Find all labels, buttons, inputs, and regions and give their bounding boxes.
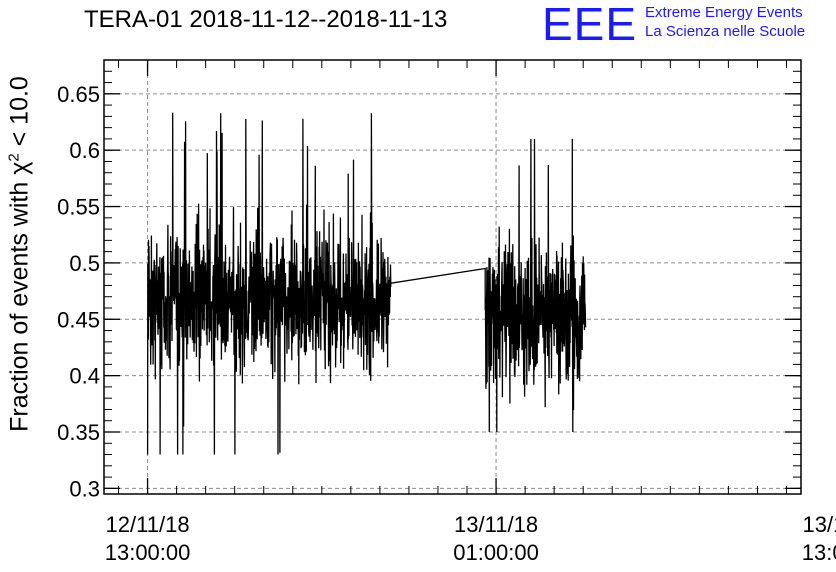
y-tick-label: 0.3 — [69, 476, 100, 501]
x-tick-label-date: 12/11/18 — [106, 512, 190, 537]
y-tick-label: 0.5 — [69, 251, 100, 276]
y-tick-label: 0.6 — [69, 138, 100, 163]
x-tick-label-time: 01:00:00 — [453, 540, 539, 565]
x-tick-label-time: 13:00:00 — [802, 540, 836, 565]
y-tick-label: 0.55 — [57, 195, 100, 220]
logo-line-2: La Scienza nelle Scuole — [645, 23, 806, 40]
eee-logo-text: Extreme Energy Events La Scienza nelle S… — [645, 3, 805, 41]
ticks-group — [104, 59, 801, 494]
x-tick-label-time: 13:00:00 — [105, 540, 191, 565]
eee-logo: EEE Extreme Energy Events La Scienza nel… — [542, 0, 805, 50]
plot-border — [103, 59, 802, 495]
y-tick-label: 0.4 — [69, 364, 100, 389]
y-tick-label: 0.45 — [57, 307, 100, 332]
plot-frame — [103, 59, 802, 495]
x-tick-label-date: 13/11/18 — [803, 512, 836, 537]
series-group — [146, 112, 587, 455]
logo-line-1: Extreme Energy Events — [645, 4, 803, 21]
eee-logo-mark: EEE — [542, 0, 638, 50]
x-tick-label-date: 13/11/18 — [454, 512, 538, 537]
tick-labels-group: 0.3 0.35 0.4 0.45 0.5 0.55 0.6 0.65 12/11/18 13:0… — [57, 82, 836, 565]
y-tick-label: 0.35 — [57, 420, 100, 445]
series-line — [146, 112, 587, 455]
y-tick-label: 0.65 — [57, 82, 100, 107]
chart-title: TERA-01 2018-11-12--2018-11-13 — [84, 6, 448, 33]
